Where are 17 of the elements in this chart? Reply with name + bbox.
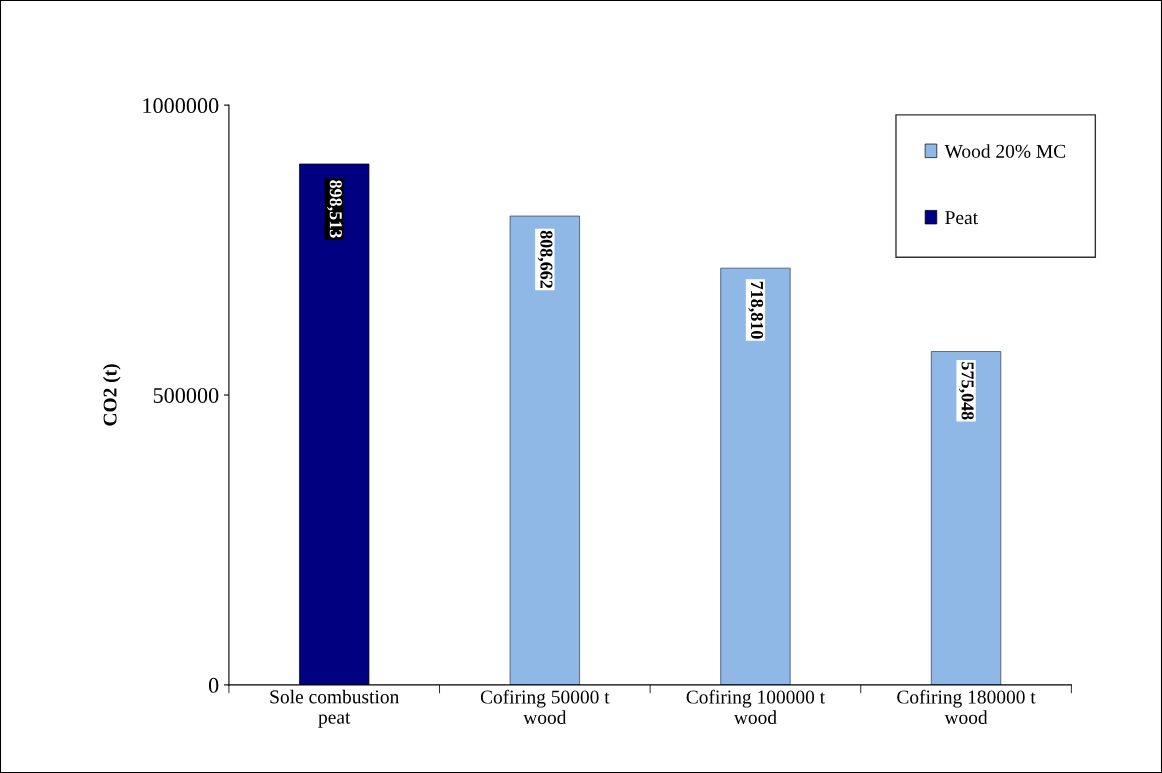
- legend-label: Peat: [945, 211, 978, 225]
- text: 575,048: [958, 362, 974, 420]
- text: 898,513: [327, 180, 342, 238]
- x-tick-label: Sole combustion peat: [270, 689, 400, 728]
- y-axis-title: CO2 (t): [102, 364, 121, 426]
- bar: [720, 267, 791, 685]
- bar: [930, 351, 1002, 685]
- text: 808,662: [537, 230, 553, 289]
- y-tick-label: 500000: [153, 387, 219, 403]
- x-tick-label: Cofiring 100000 t wood: [686, 689, 826, 725]
- x-tick-label: Cofiring 50000 t wood: [480, 689, 610, 725]
- bar: [509, 215, 580, 685]
- x-tick-label: Cofiring 180000 t wood: [897, 689, 1036, 725]
- text: 718,810: [748, 281, 764, 339]
- y-tick-label: 1000000: [143, 98, 219, 114]
- legend-label: Wood 20% MC: [944, 144, 1066, 158]
- y-tick-label: 0: [208, 677, 219, 693]
